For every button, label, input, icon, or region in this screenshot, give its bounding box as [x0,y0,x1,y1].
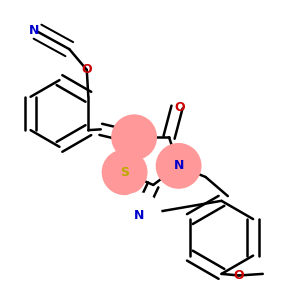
Circle shape [156,144,201,188]
Text: N: N [134,208,144,222]
Circle shape [102,150,147,194]
Text: S: S [120,166,129,179]
Text: N: N [29,24,40,37]
Circle shape [112,115,156,160]
Circle shape [117,193,161,237]
Text: O: O [175,100,185,114]
Text: N: N [173,159,184,172]
Text: O: O [81,63,92,76]
Text: O: O [234,269,244,282]
